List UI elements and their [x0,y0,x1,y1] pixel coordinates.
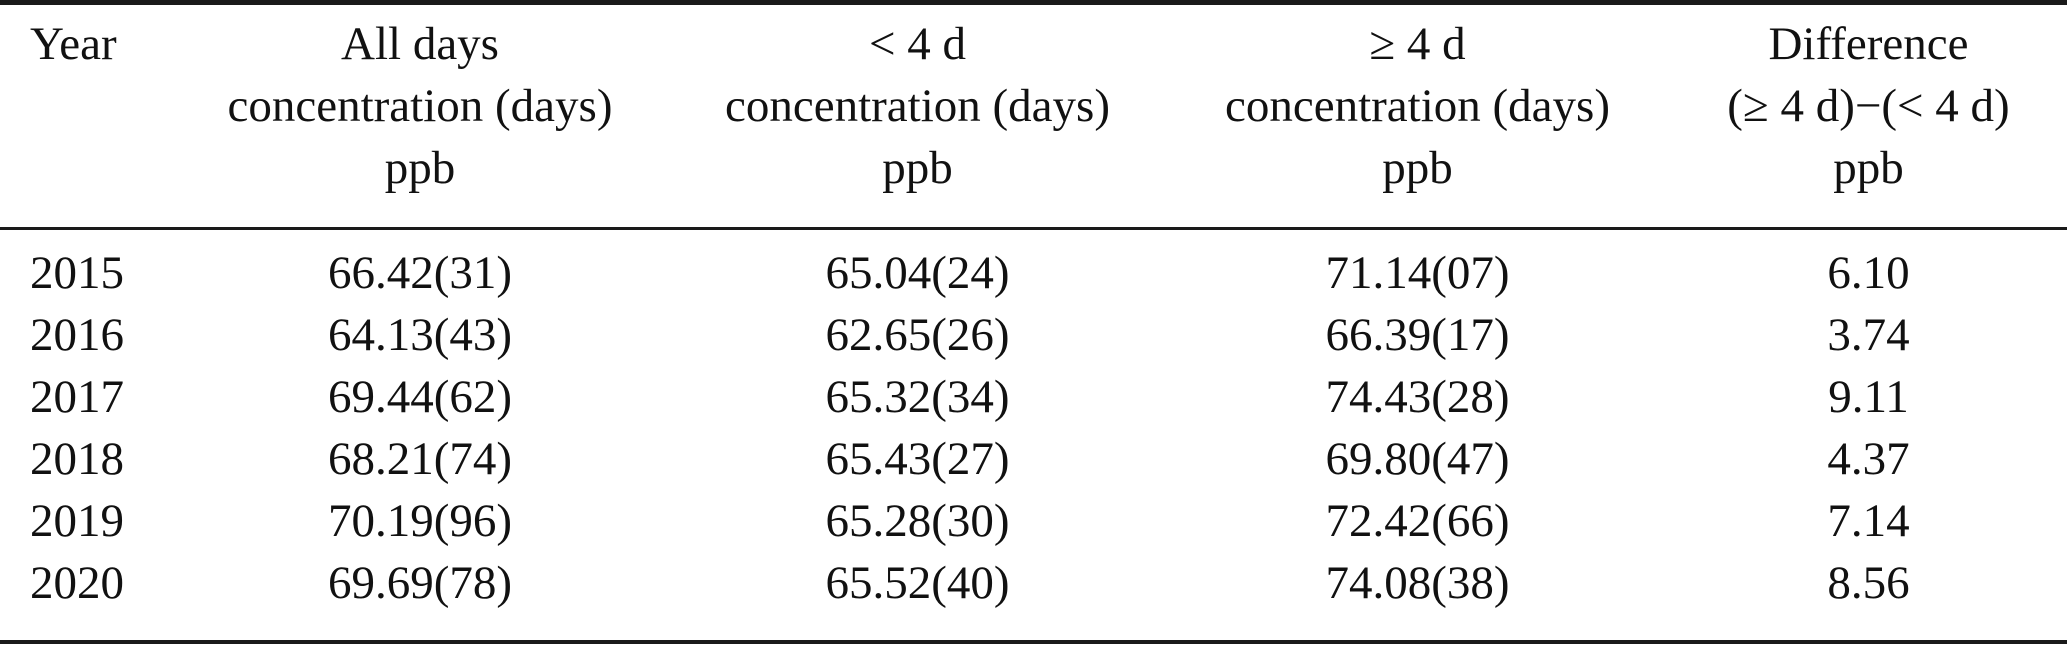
cell-all-days: 69.44(62) [327,371,513,423]
cell-year: 2020 [30,557,124,609]
table-row: 2017 69.44(62) 65.32(34) 74.43(28) 9.11 [0,366,2067,428]
cell-lt-4d: 65.28(30) [825,495,1010,547]
header-subtitle: concentration (days) [725,80,1110,132]
cell-ge-4d: 71.14(07) [1325,247,1510,299]
header-title: ≥ 4 d [1369,18,1466,70]
cell-ge-4d: 72.42(66) [1325,495,1510,547]
header-unit: ppb [1833,142,1904,194]
header-subtitle: (≥ 4 d)−(< 4 d) [1727,80,2010,132]
header-unit: ppb [882,142,953,194]
header-unit: ppb [1382,142,1453,194]
cell-difference: 4.37 [1827,433,1910,485]
cell-lt-4d: 65.43(27) [825,433,1010,485]
cell-all-days: 70.19(96) [327,495,513,547]
column-header-lt-4d: < 4 d concentration (days) ppb [670,2,1165,230]
table-header: Year All days concentration (days) ppb <… [0,2,2067,230]
column-header-difference: Difference (≥ 4 d)−(< 4 d) ppb [1670,2,2067,230]
cell-ge-4d: 74.43(28) [1325,371,1510,423]
cell-lt-4d: 65.52(40) [825,557,1010,609]
cell-lt-4d: 62.65(26) [825,309,1010,361]
cell-ge-4d: 66.39(17) [1325,309,1510,361]
table-row: 2015 66.42(31) 65.04(24) 71.14(07) 6.10 [0,229,2067,305]
column-header-year: Year [0,2,170,230]
cell-all-days: 69.69(78) [327,557,513,609]
header-unit: ppb [384,142,456,194]
table-row: 2020 69.69(78) 65.52(40) 74.08(38) 8.56 [0,552,2067,642]
table-row: 2019 70.19(96) 65.28(30) 72.42(66) 7.14 [0,490,2067,552]
header-subtitle: concentration (days) [227,80,613,132]
cell-difference: 7.14 [1827,495,1910,547]
header-title: < 4 d [868,18,966,70]
cell-year: 2015 [30,247,124,299]
cell-difference: 9.11 [1828,371,1909,423]
cell-year: 2018 [30,433,124,485]
header-title: All days [341,18,499,70]
cell-difference: 6.10 [1827,247,1910,299]
cell-year: 2017 [30,371,124,423]
column-header-all-days: All days concentration (days) ppb [170,2,670,230]
cell-year: 2019 [30,495,124,547]
table-body: 2015 66.42(31) 65.04(24) 71.14(07) 6.10 … [0,229,2067,643]
table-row: 2018 68.21(74) 65.43(27) 69.80(47) 4.37 [0,428,2067,490]
cell-year: 2016 [30,309,124,361]
header-row: Year All days concentration (days) ppb <… [0,2,2067,230]
header-subtitle: concentration (days) [1225,80,1610,132]
header-title: Year [30,18,117,70]
cell-lt-4d: 65.04(24) [825,247,1010,299]
column-header-ge-4d: ≥ 4 d concentration (days) ppb [1165,2,1670,230]
cell-all-days: 64.13(43) [327,309,513,361]
cell-difference: 8.56 [1827,557,1910,609]
cell-ge-4d: 74.08(38) [1325,557,1510,609]
cell-all-days: 68.21(74) [327,433,513,485]
cell-lt-4d: 65.32(34) [825,371,1010,423]
cell-ge-4d: 69.80(47) [1325,433,1510,485]
table-row: 2016 64.13(43) 62.65(26) 66.39(17) 3.74 [0,304,2067,366]
cell-all-days: 66.42(31) [327,247,513,299]
header-title: Difference [1768,18,1969,70]
cell-difference: 3.74 [1827,309,1910,361]
